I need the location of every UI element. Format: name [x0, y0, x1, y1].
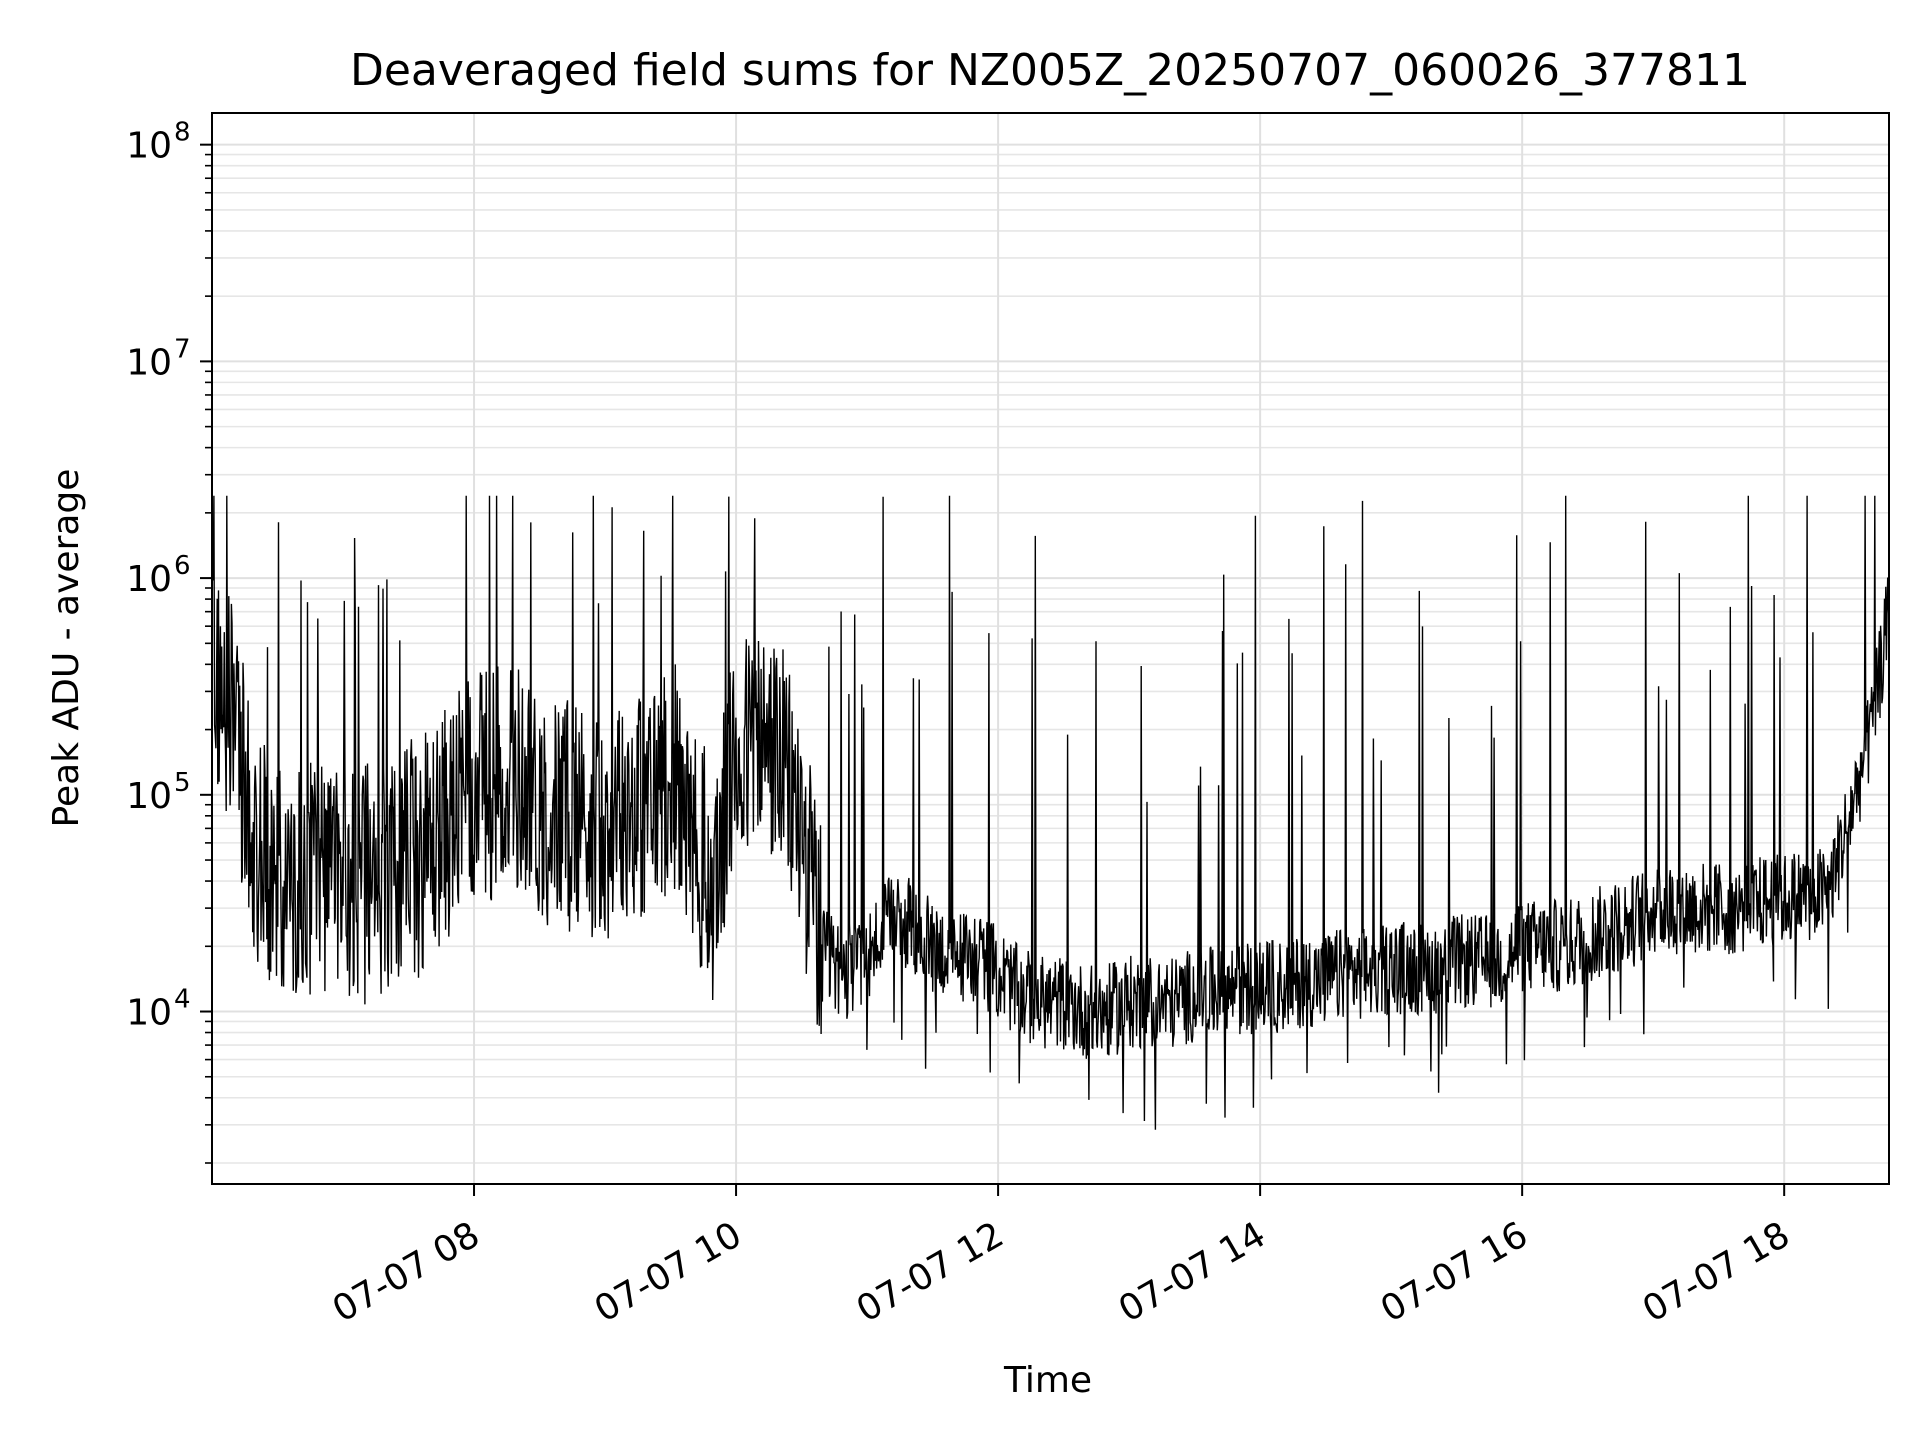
plot-frame [211, 112, 1890, 1185]
y-tick-label: 10 [126, 776, 172, 817]
y-tick-exponent: 4 [174, 985, 191, 1015]
y-tick-label: 10 [126, 342, 172, 383]
y-tick-label: 10 [126, 559, 172, 600]
y-tick-exponent: 8 [174, 118, 191, 148]
chart-title: Deaveraged field sums for NZ005Z_2025070… [350, 45, 1750, 96]
y-tick-label: 10 [126, 126, 172, 167]
y-tick-label: 10 [126, 993, 172, 1034]
y-axis-label: Peak ADU - average [46, 469, 87, 828]
x-axis-label: Time [1003, 1360, 1092, 1401]
y-tick-exponent: 6 [174, 551, 191, 581]
y-tick-exponent: 5 [174, 768, 191, 798]
y-tick-exponent: 7 [174, 334, 191, 364]
series-line [211, 495, 1890, 1130]
